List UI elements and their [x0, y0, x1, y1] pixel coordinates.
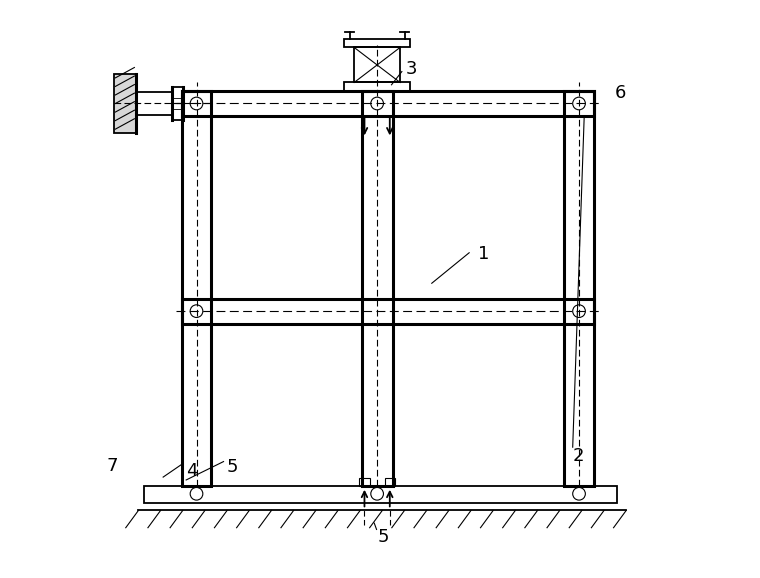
Text: 5: 5: [378, 528, 389, 546]
Text: 2: 2: [573, 447, 584, 465]
Text: 5: 5: [227, 458, 239, 476]
Text: 4: 4: [186, 462, 198, 480]
Polygon shape: [114, 73, 135, 134]
Text: 7: 7: [106, 457, 119, 475]
Text: 3: 3: [406, 60, 417, 78]
Text: 6: 6: [615, 84, 626, 102]
Text: 1: 1: [478, 246, 489, 264]
